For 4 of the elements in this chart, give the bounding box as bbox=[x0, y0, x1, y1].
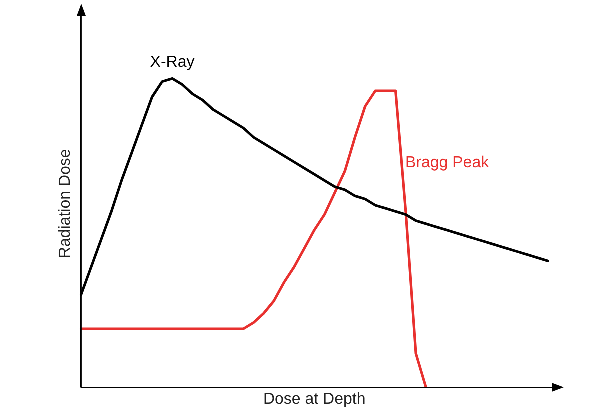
series-label: Bragg Peak bbox=[405, 154, 490, 172]
x-axis-title: Dose at Depth bbox=[263, 390, 366, 408]
series-label: X-Ray bbox=[150, 54, 195, 72]
y-axis-title: Radiation Dose bbox=[57, 149, 74, 259]
